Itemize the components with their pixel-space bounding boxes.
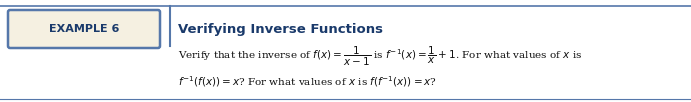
Text: Verifying Inverse Functions: Verifying Inverse Functions xyxy=(178,23,383,35)
Text: Verify that the inverse of $f(x) = \dfrac{1}{x-1}$ is $f^{-1}(x) = \dfrac{1}{x} : Verify that the inverse of $f(x) = \dfra… xyxy=(178,44,583,68)
FancyBboxPatch shape xyxy=(8,10,160,48)
Text: EXAMPLE 6: EXAMPLE 6 xyxy=(49,24,119,34)
Text: $f^{-1}(f(x)) = x$? For what values of $x$ is $f(f^{-1}(x)) = x$?: $f^{-1}(f(x)) = x$? For what values of $… xyxy=(178,75,437,89)
